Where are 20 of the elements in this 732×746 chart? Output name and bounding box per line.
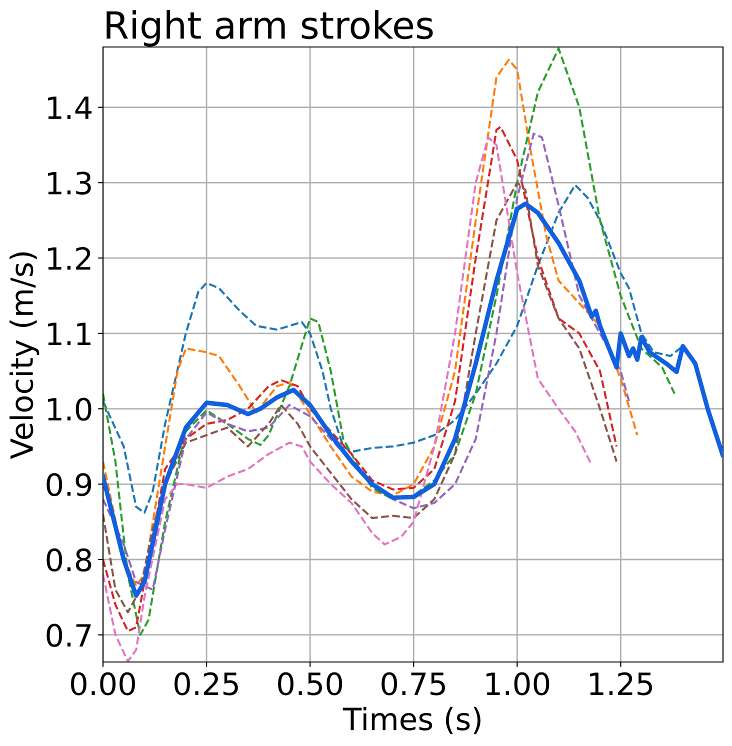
x-tick-label: 1.00	[486, 672, 550, 696]
line-series	[103, 58, 638, 587]
y-axis-title: Velocity (m/s)	[10, 252, 40, 459]
chart-title: Right arm strokes	[106, 10, 433, 46]
y-tick-label: 1.0	[48, 398, 92, 421]
y-tick-label: 1.4	[48, 96, 92, 119]
line-series	[103, 202, 723, 598]
x-tick-label: 0.75	[382, 672, 445, 696]
line-series	[103, 47, 676, 636]
x-tick-label: 0.50	[278, 672, 342, 696]
y-tick-label: 1.2	[48, 246, 90, 270]
x-tick-label: 0.00	[71, 672, 135, 696]
x-tick-label: 1.25	[590, 672, 652, 696]
x-tick-label: 0.25	[174, 672, 238, 696]
y-tick-label: 0.9	[46, 473, 92, 496]
y-tick-label: 1.1	[48, 322, 90, 346]
x-axis-title: Times (s)	[342, 706, 480, 734]
y-tick-label: 0.8	[46, 548, 92, 572]
y-tick-label: 0.7	[46, 624, 91, 647]
y-tick-label: 1.3	[48, 172, 91, 195]
